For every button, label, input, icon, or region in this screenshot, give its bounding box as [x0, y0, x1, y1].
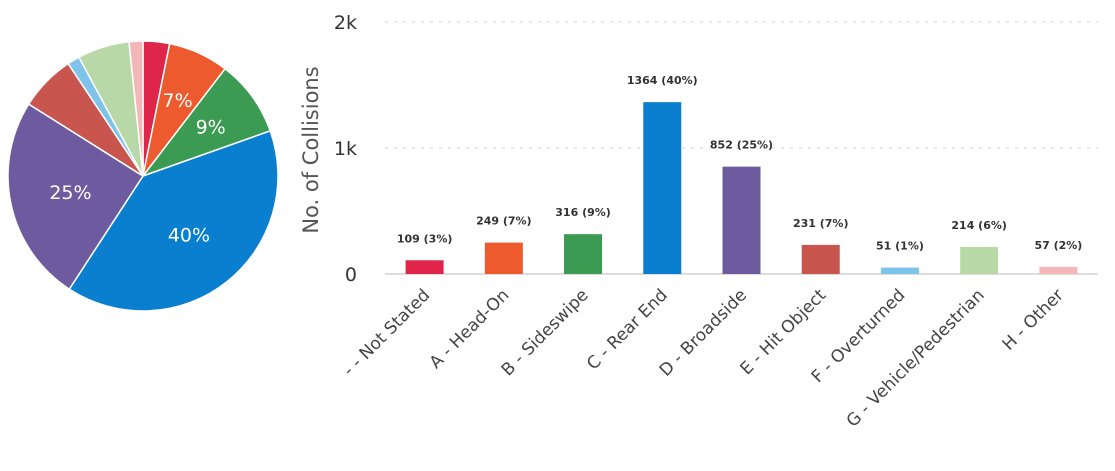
data-label-g-vehicle-pedestrian: 214 (6%) [951, 219, 1007, 232]
bar-chart: No. of Collisions 0 1k 2k 109 (3%) - - Not S… [299, 12, 1098, 431]
bar-d-broadside [722, 166, 761, 274]
pie-slice-b-sideswipe [140, 67, 272, 178]
data-label-e-hit-object: 231 (7%) [793, 217, 849, 230]
y-tick-label: 0 [345, 264, 357, 286]
pie-label-a-head-on: 7% [163, 90, 193, 112]
data-label-not-stated: 109 (3%) [397, 232, 453, 245]
bar-not-stated [405, 260, 444, 274]
x-tick-label-h-other: H - Other [999, 285, 1068, 354]
bar-h-other [1039, 266, 1078, 274]
y-tick-label: 2k [334, 12, 357, 34]
y-tick-label: 1k [334, 138, 357, 160]
bar-c-rear-end [643, 102, 682, 274]
pie-slice-d-broadside [7, 103, 145, 291]
x-tick-label-g-vehicle-pedestrian: G - Vehicle/Pedestrian [843, 285, 989, 431]
x-tick-label-not-stated: - - Not Stated [339, 285, 434, 380]
pie-label-d-broadside: 25% [49, 182, 91, 204]
y-axis-label: No. of Collisions [299, 66, 323, 233]
data-label-c-rear-end: 1364 (40%) [627, 74, 698, 87]
bar-e-hit-object [801, 244, 840, 274]
bar-a-head-on [484, 242, 523, 274]
pie-label-b-sideswipe: 9% [196, 117, 226, 139]
pie-label-c-rear-end: 40% [168, 224, 210, 246]
pie-slice-c-rear-end [68, 129, 279, 312]
bar-f-overturned [880, 267, 919, 274]
data-label-b-sideswipe: 316 (9%) [555, 206, 611, 219]
pie-slice-h-other [128, 40, 144, 177]
bar-b-sideswipe [564, 234, 603, 274]
pie-chart: 7%9% 40% 25% [7, 40, 279, 312]
data-label-h-other: 57 (2%) [1034, 239, 1082, 252]
x-tick-label-c-rear-end: C - Rear End [583, 285, 672, 374]
data-label-a-head-on: 249 (7%) [476, 215, 532, 228]
data-label-f-overturned: 51 (1%) [876, 240, 924, 253]
bar-g-vehicle-pedestrian [960, 247, 999, 274]
data-label-d-broadside: 852 (25%) [710, 139, 773, 152]
x-tick-label-a-head-on: A - Head-On [426, 285, 514, 373]
